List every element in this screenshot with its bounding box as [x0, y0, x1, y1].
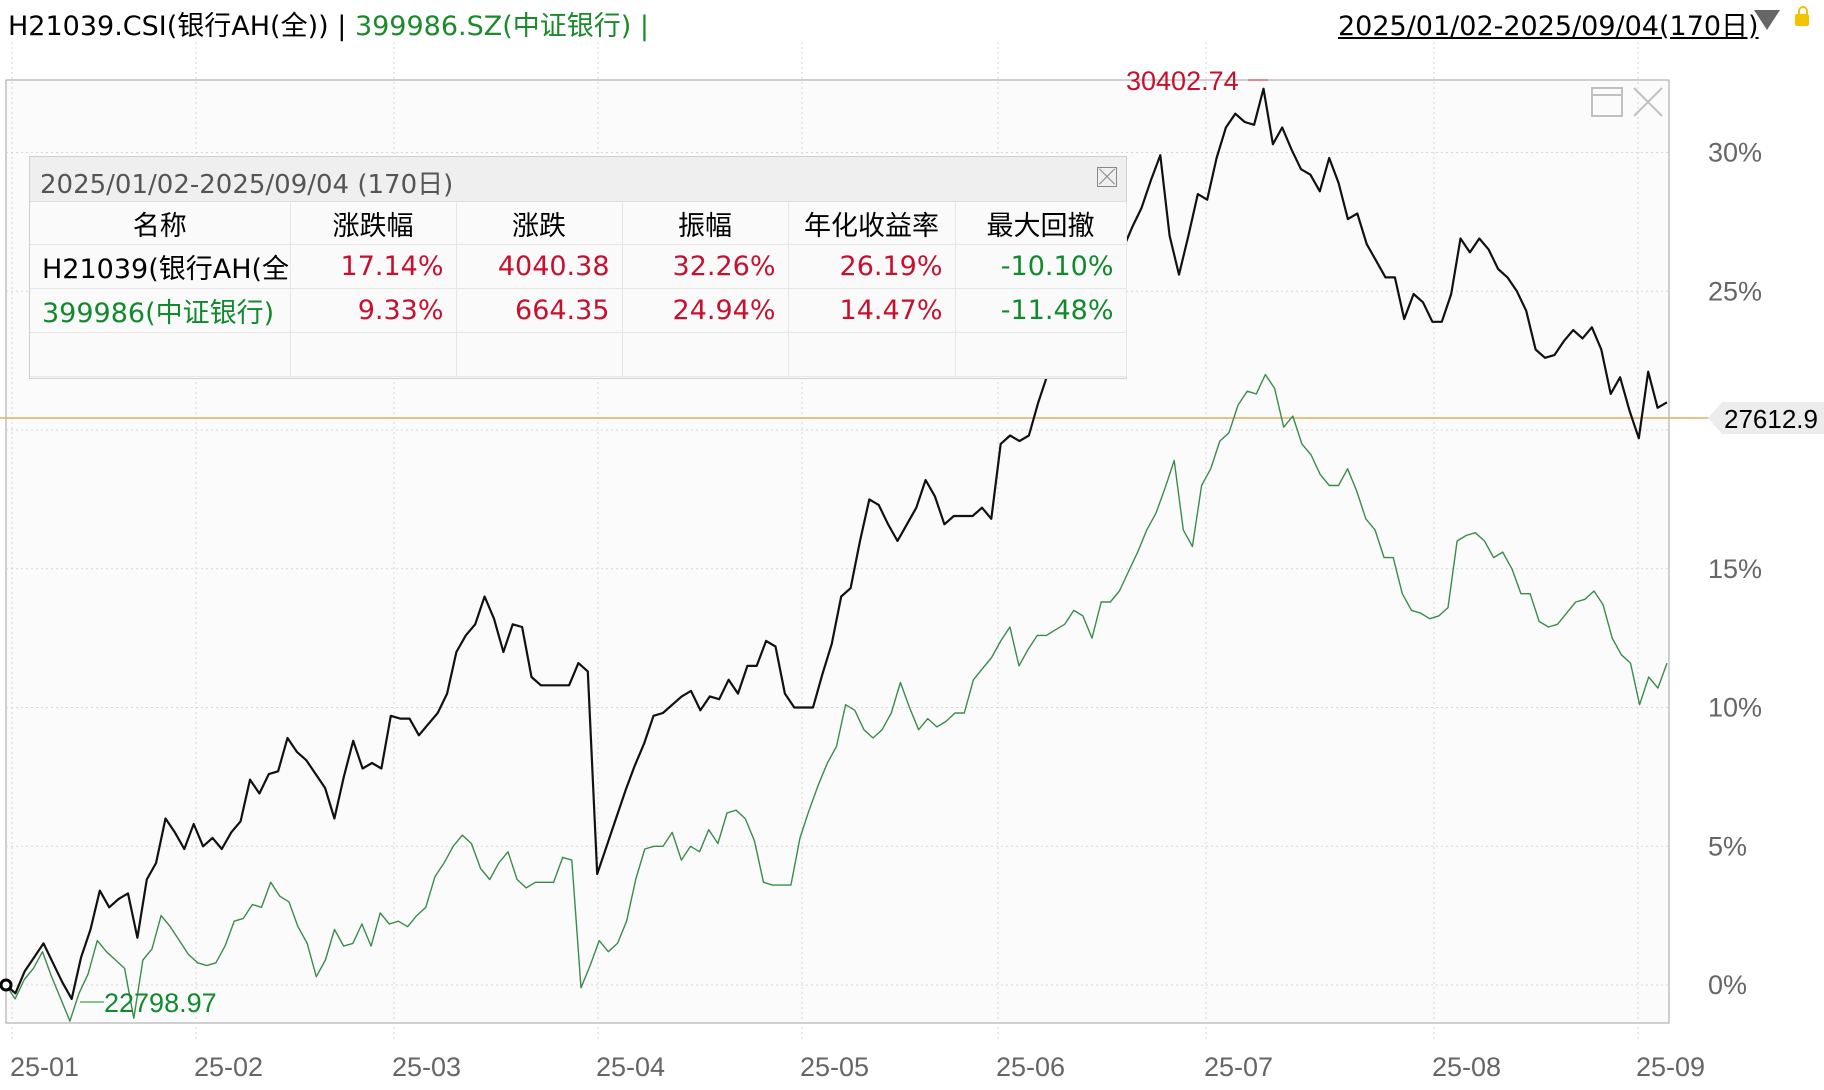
x-tick-label: 25-07 [1204, 1052, 1273, 1082]
empty-cell [788, 332, 956, 377]
title-bar: H21039.CSI(银行AH(全)) | 399986.SZ(中证银行) | … [0, 0, 1824, 42]
row-name: 399986(中证银行) [30, 288, 291, 333]
start-marker [0, 978, 13, 992]
dropdown-caret-icon[interactable] [1754, 10, 1780, 30]
x-tick-label: 25-01 [10, 1052, 79, 1082]
y-tick-label: 5% [1708, 831, 1747, 861]
last-value-label: 27612.9 [1724, 404, 1818, 434]
date-range-selector[interactable]: 2025/01/02-2025/09/04(170日) [1338, 11, 1759, 42]
column-header[interactable]: 名称 [30, 202, 291, 245]
y-axis: 0% 5% 10% 15% 25% 30% [1708, 138, 1762, 1001]
x-tick-label: 25-06 [996, 1052, 1065, 1082]
annualized-return: 26.19% [788, 244, 956, 289]
lock-icon[interactable] [1795, 6, 1809, 26]
empty-cell [290, 332, 457, 377]
x-tick-label: 25-04 [596, 1052, 665, 1082]
stats-panel-title: 2025/01/02-2025/09/04 (170日) [40, 170, 454, 200]
column-header[interactable]: 振幅 [622, 202, 789, 245]
empty-cell [955, 332, 1127, 377]
column-header[interactable]: 最大回撤 [955, 202, 1127, 245]
change-value: 664.35 [456, 288, 623, 333]
stats-panel: 2025/01/02-2025/09/04 (170日) 名称 涨跌幅 涨跌 振… [29, 156, 1127, 379]
table-header-row: 名称 涨跌幅 涨跌 振幅 年化收益率 最大回撤 [30, 202, 1127, 245]
empty-cell [30, 332, 291, 377]
min-value-label: 22798.97 [104, 988, 217, 1018]
y-tick-label: 30% [1708, 138, 1762, 168]
series1-title[interactable]: H21039.CSI(银行AH(全)) | 399986.SZ(中证银行) | [8, 4, 649, 43]
change-pct: 9.33% [290, 288, 457, 333]
x-tick-label: 25-03 [392, 1052, 461, 1082]
y-tick-label: 25% [1708, 276, 1762, 306]
stats-table: 名称 涨跌幅 涨跌 振幅 年化收益率 最大回撤 H21039(银行AH(全 17… [30, 202, 1127, 377]
column-header[interactable]: 年化收益率 [788, 202, 956, 245]
table-row[interactable]: 399986(中证银行) 9.33% 664.35 24.94% 14.47% … [30, 288, 1127, 333]
change-pct: 17.14% [290, 244, 457, 289]
y-tick-label: 10% [1708, 693, 1762, 723]
title-separator: | [337, 11, 347, 42]
empty-cell [456, 332, 623, 377]
series-h21039[interactable] [5, 87, 1668, 1001]
close-icon[interactable] [1097, 167, 1117, 187]
column-header[interactable]: 涨跌幅 [290, 202, 457, 245]
x-tick-label: 25-05 [800, 1052, 869, 1082]
x-tick-label: 25-08 [1432, 1052, 1501, 1082]
window-restore-icon[interactable] [1591, 87, 1623, 117]
table-row-empty [30, 332, 1127, 377]
series-399986[interactable] [5, 373, 1668, 1022]
x-tick-label: 25-09 [1636, 1052, 1705, 1082]
y-tick-label: 15% [1708, 554, 1762, 584]
stats-panel-header: 2025/01/02-2025/09/04 (170日) [30, 157, 1126, 202]
column-header[interactable]: 涨跌 [456, 202, 623, 245]
max-drawdown: -10.10% [955, 244, 1127, 289]
annualized-return: 14.47% [788, 288, 956, 333]
series1-label[interactable]: H21039.CSI(银行AH(全)) [8, 11, 329, 42]
x-tick-label: 25-02 [194, 1052, 263, 1082]
y-tick-label: 0% [1708, 970, 1747, 1000]
table-row[interactable]: H21039(银行AH(全 17.14% 4040.38 32.26% 26.1… [30, 244, 1127, 289]
row-name: H21039(银行AH(全 [30, 244, 291, 289]
max-value-label: 30402.74 [1126, 66, 1239, 96]
title-separator-2: | [639, 11, 649, 42]
amplitude: 32.26% [622, 244, 789, 289]
change-value: 4040.38 [456, 244, 623, 289]
close-icon[interactable] [1633, 87, 1663, 117]
series2-label[interactable]: 399986.SZ(中证银行) [354, 11, 632, 42]
x-axis: 25-01 25-02 25-03 25-04 25-05 25-06 25-07 25-08… [10, 1052, 1705, 1082]
last-value-pointer [1708, 402, 1824, 434]
amplitude: 24.94% [622, 288, 789, 333]
max-drawdown: -11.48% [955, 288, 1127, 333]
empty-cell [622, 332, 789, 377]
